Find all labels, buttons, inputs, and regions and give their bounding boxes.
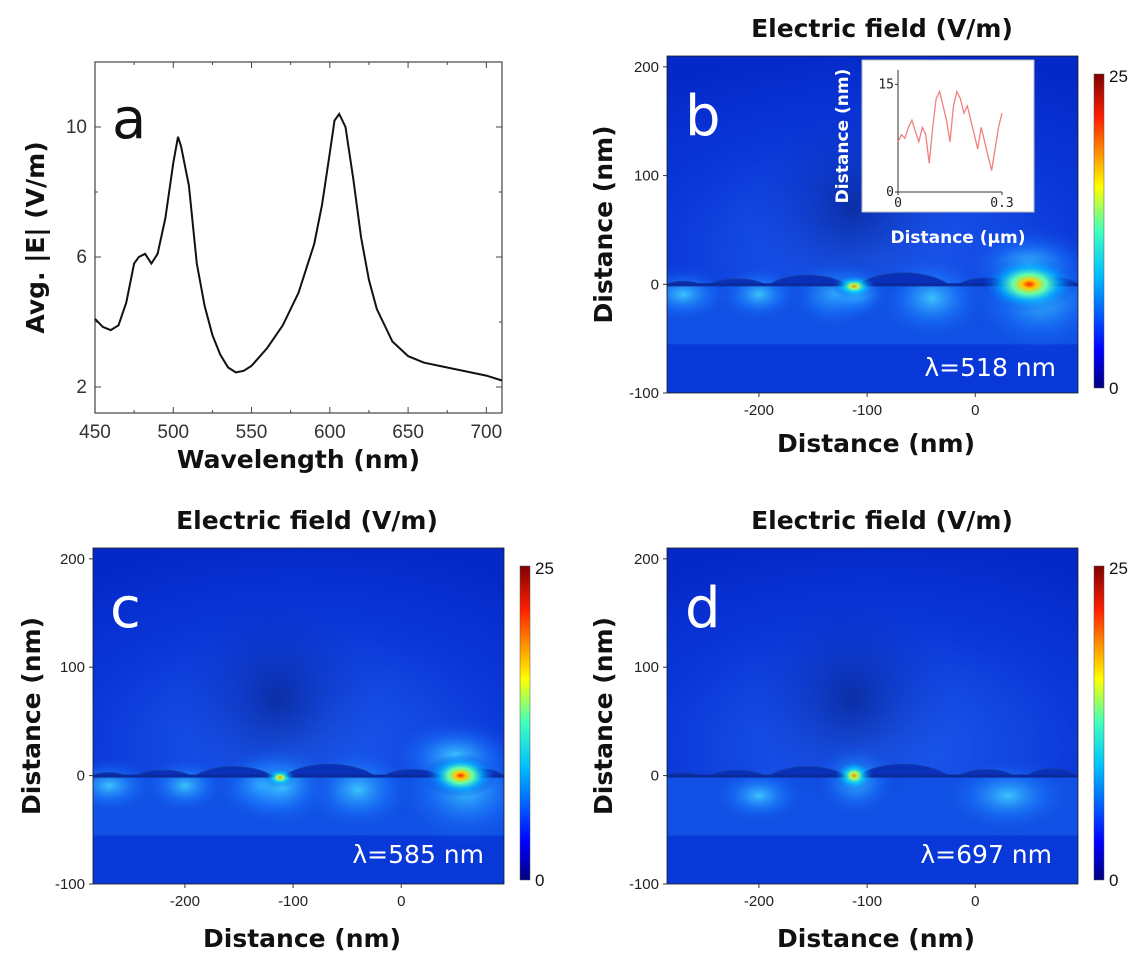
series-line [94,112,503,382]
panel-letter-d: d [685,576,721,641]
y-tick-label: 200 [60,551,85,568]
panel-letter-a: a [112,87,146,152]
colorbar [1093,73,1105,389]
x-axis-title: Wavelength (nm) [177,445,420,474]
y-tick-label: 0 [77,768,85,785]
y-axis-title: Distance (nm) [17,617,46,815]
inset-x-tick-label: 0 [894,196,902,211]
plot-frame [94,61,503,414]
hot-spot [424,753,497,798]
y-tick-label: 100 [634,168,659,185]
x-tick-label: -200 [744,893,774,910]
colorbar [1093,565,1105,881]
colorbar-max-label: 25 [535,559,554,578]
inset-box [861,59,1035,213]
plot-frame [666,547,1079,885]
x-axis-title: Distance (nm) [777,429,975,458]
x-tick-label: 600 [314,422,346,443]
panel-c: 200 100 0 -100 -200 -100 0 Electric field (V/m)… [17,506,554,953]
hot-spot [264,767,297,788]
wavelength-label: λ=518 nm [924,353,1056,382]
inset-y-axis-title: Distance (nm) [833,69,853,204]
x-tick-label: -100 [278,893,308,910]
hot-spot [981,256,1078,313]
panel-title: Electric field (V/m) [176,506,438,535]
x-tick-label: 0 [971,893,979,910]
panel-letter-b: b [685,84,721,149]
x-tick-label: -200 [744,402,774,419]
wavelength-label: λ=585 nm [352,840,484,869]
x-tick-label: 700 [470,422,502,443]
x-tick-label: 0 [397,893,405,910]
x-axis-title: Distance (nm) [203,924,401,953]
panel-letter-c: c [110,576,141,641]
colorbar-min-label: 0 [1109,379,1118,398]
field-glow [937,755,1078,836]
y-tick-label: 6 [76,247,87,268]
panel-title: Electric field (V/m) [751,14,1013,43]
colorbar-min-label: 0 [1109,871,1118,890]
y-tick-label: 200 [634,59,659,76]
substrate-interface [93,774,504,778]
y-tick-label: -100 [629,385,659,402]
y-tick-label: 0 [651,768,659,785]
panel-a: 450 500 550 600 650 700 2 6 10 a Wavelength (nm) Av… [21,61,503,474]
x-tick-label: 650 [392,422,424,443]
x-tick-label: -100 [852,893,882,910]
panel-d: 200 100 0 -100 -200 -100 0 Electric field (V/m)… [589,506,1128,953]
y-tick-label: 10 [66,117,87,138]
hot-spot [834,759,875,792]
x-tick-label: 550 [236,422,268,443]
y-tick-label: 200 [634,551,659,568]
colorbar-min-label: 0 [535,871,544,890]
field-dark-region [749,591,955,807]
y-tick-label: -100 [55,876,85,893]
x-tick-label: 0 [971,402,979,419]
y-tick-label: 100 [634,659,659,676]
x-axis-title: Distance (nm) [777,924,975,953]
hot-spot [832,274,877,299]
inset-profile: 15 00 0.3 Distance (μm) Distance (nm) [833,59,1035,248]
x-tick-label: 500 [157,422,189,443]
inset-x-axis-title: Distance (μm) [890,228,1025,248]
y-axis-title: Distance (nm) [589,617,618,815]
inset-y-tick-label: 0 [886,185,894,200]
panel-b: 200 100 0 -100 -200 -100 0 Electric field (V/m)… [589,14,1128,458]
y-axis-title: Avg. |E| (V/m) [21,141,50,333]
inset-series-line [897,89,1003,171]
field-map [93,548,504,884]
colorbar [519,565,531,881]
field-glow [93,755,160,816]
inset-x-tick-label: 0.3 [990,196,1013,211]
field-glow [667,264,734,325]
colorbar-max-label: 25 [1109,67,1128,86]
colorbar-max-label: 25 [1109,559,1128,578]
panel-title: Electric field (V/m) [751,506,1013,535]
y-tick-label: 2 [76,377,87,398]
wavelength-label: λ=697 nm [920,840,1052,869]
x-tick-label: -200 [170,893,200,910]
x-tick-label: 450 [79,422,111,443]
y-tick-label: 100 [60,659,85,676]
y-tick-label: 0 [651,276,659,293]
y-tick-label: -100 [629,876,659,893]
y-axis-title: Distance (nm) [589,126,618,324]
inset-y-tick-label: 15 [878,77,894,92]
x-tick-label: -100 [852,402,882,419]
plot-frame [666,55,1079,394]
field-map [667,548,1078,884]
field-glow [708,765,809,826]
plot-frame [92,547,505,885]
